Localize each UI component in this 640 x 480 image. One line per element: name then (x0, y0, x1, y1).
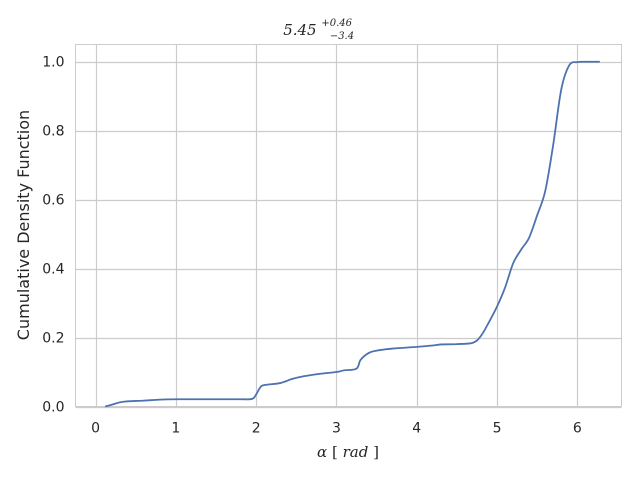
cdf-series-line (104, 60, 600, 408)
x-tick-label: 4 (412, 421, 421, 437)
plot-frame (75, 44, 622, 407)
x-tick-label: 5 (493, 421, 502, 437)
x-axis-open-bracket: [ (332, 443, 338, 461)
x-tick-label: 2 (252, 421, 261, 437)
title-base: 5.45 (283, 21, 316, 39)
title-subscript: −3.4 (330, 31, 354, 42)
x-tick-labels: 0 1 2 3 4 5 6 (91, 421, 582, 437)
x-axis-unit: rad (343, 443, 369, 461)
title-superscript: +0.46 (321, 18, 352, 29)
chart-title: 5.45 +0.46 −3.4 (283, 12, 357, 42)
x-tick-label: 0 (91, 421, 100, 437)
grid-lines (75, 44, 622, 409)
x-tick-label: 1 (171, 421, 180, 437)
x-tick-label: 6 (573, 421, 582, 437)
x-axis-symbol: α (317, 443, 327, 461)
y-tick-labels: 0.0 0.2 0.4 0.6 0.8 1.0 (42, 55, 64, 416)
y-tick-label: 0.6 (42, 193, 64, 209)
y-tick-label: 1.0 (42, 55, 64, 71)
x-tick-label: 3 (332, 421, 341, 437)
y-tick-label: 0.8 (42, 124, 64, 140)
y-axis-label: Cumulative Density Function (14, 110, 33, 340)
y-tick-label: 0.2 (42, 331, 64, 347)
x-axis-close-bracket: ] (373, 443, 379, 461)
y-tick-label: 0.0 (42, 400, 64, 416)
x-axis-label: α [ rad ] (317, 443, 379, 461)
y-tick-label: 0.4 (42, 262, 64, 278)
